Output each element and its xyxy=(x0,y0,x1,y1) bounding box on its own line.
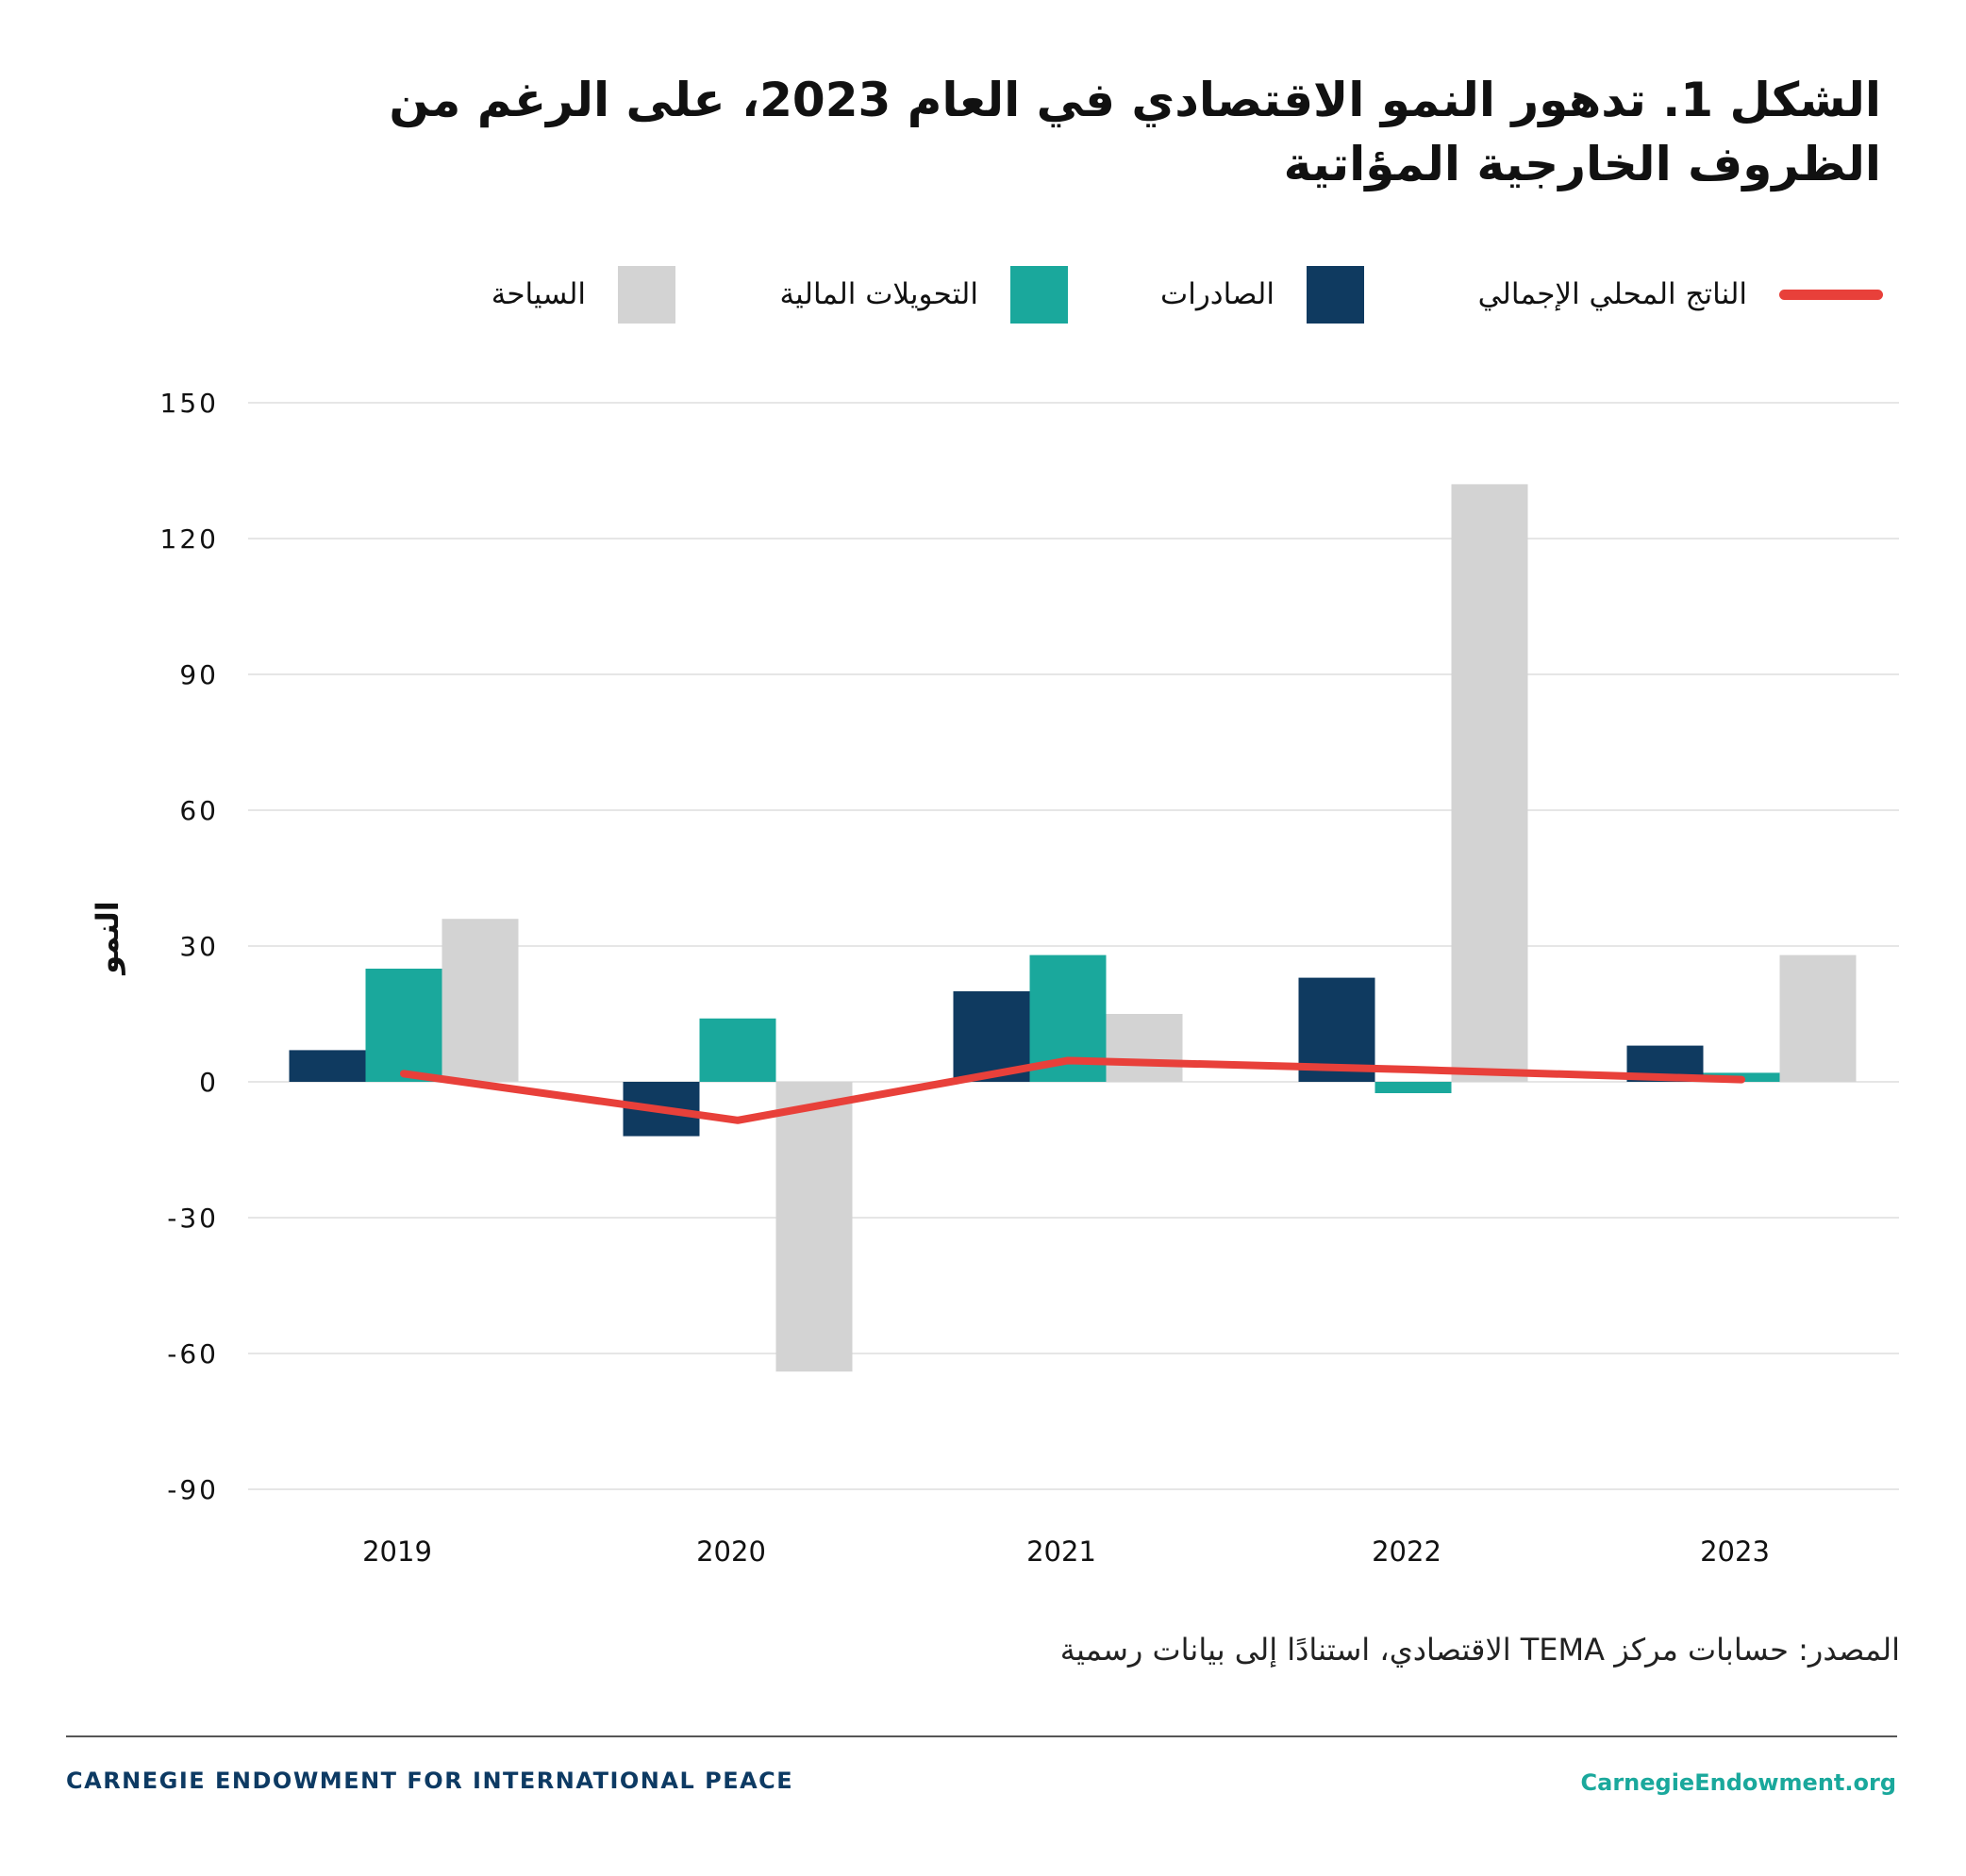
legend-swatch-exports xyxy=(1307,265,1364,324)
x-tick-label: 2021 xyxy=(1026,1536,1096,1568)
y-tick-label: -60 xyxy=(167,1338,219,1370)
bar-tourism xyxy=(442,919,519,1082)
y-tick-label: -90 xyxy=(167,1474,219,1505)
legend-item-exports: الصادرات xyxy=(1160,264,1364,324)
legend: الناتج المحلي الإجمالي الصادرات التحويلا… xyxy=(0,264,1966,324)
y-tick-label: 30 xyxy=(179,931,219,962)
legend-swatch-tourism xyxy=(618,265,675,324)
source-note: المصدر: حسابات مركز TEMA الاقتصادي، استن… xyxy=(1059,1632,1900,1668)
y-tick-label: 120 xyxy=(160,523,219,555)
y-axis-label: النمو xyxy=(89,901,125,974)
footer-divider xyxy=(66,1735,1897,1737)
bar-remittances xyxy=(1375,1082,1452,1093)
y-tick-label: 90 xyxy=(179,659,219,690)
legend-swatch-remittances xyxy=(1010,265,1068,324)
bar-tourism xyxy=(1779,955,1857,1082)
bar-remittances xyxy=(365,969,442,1082)
footer-site-link[interactable]: CarnegieEndowment.org xyxy=(1580,1769,1896,1796)
x-tick-label: 2022 xyxy=(1372,1536,1441,1568)
bars xyxy=(289,484,1857,1372)
y-tick-label: 60 xyxy=(179,795,219,826)
legend-label-remittances: التحويلات المالية xyxy=(779,277,978,311)
bar-tourism xyxy=(775,1082,853,1372)
y-tick-labels: 150 120 90 60 30 0 -30 -60 -90 xyxy=(160,388,219,1505)
footer-brand: CARNEGIE ENDOWMENT FOR INTERNATIONAL PEA… xyxy=(66,1768,794,1794)
y-tick-label: 150 xyxy=(160,388,219,419)
bar-remittances xyxy=(699,1018,776,1082)
x-tick-label: 2023 xyxy=(1700,1536,1770,1568)
legend-label-gdp: الناتج المحلي الإجمالي xyxy=(1477,277,1747,311)
legend-item-tourism: السياحة xyxy=(492,264,675,324)
legend-item-gdp: الناتج المحلي الإجمالي xyxy=(1478,264,1883,324)
legend-label-tourism: السياحة xyxy=(491,277,586,311)
x-tick-labels: 2019 2020 2021 2022 2023 xyxy=(362,1536,1770,1568)
legend-line-gdp xyxy=(1779,289,1883,300)
chart-title: الشكل 1. تدهور النمو الاقتصادي في العام … xyxy=(389,73,1881,191)
y-tick-label: 0 xyxy=(199,1067,219,1098)
bar-tourism xyxy=(1451,484,1528,1082)
x-tick-label: 2020 xyxy=(696,1536,766,1568)
gdp-line-group xyxy=(400,1056,1745,1124)
legend-item-remittances: التحويلات المالية xyxy=(780,264,1068,324)
bar-tourism xyxy=(1106,1014,1183,1082)
bar-exports xyxy=(289,1050,366,1082)
x-tick-label: 2019 xyxy=(362,1536,432,1568)
y-tick-label: -30 xyxy=(167,1203,219,1234)
legend-label-exports: الصادرات xyxy=(1160,277,1275,311)
